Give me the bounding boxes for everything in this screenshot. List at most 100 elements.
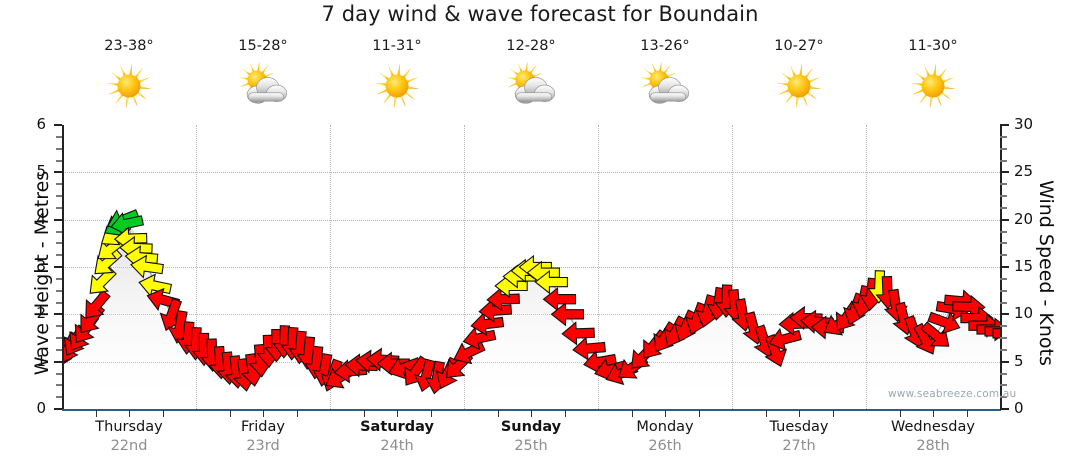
bottom-axis-tick	[363, 410, 365, 417]
curve-shadow	[68, 226, 1000, 409]
wind-arrow	[542, 287, 577, 312]
left-axis-minor-tick	[56, 348, 62, 351]
left-axis-minor-tick	[56, 183, 62, 186]
left-axis-tick	[54, 124, 62, 126]
partly-cloudy-icon	[238, 61, 288, 104]
bottom-axis-tick	[564, 410, 566, 417]
day-temperature-range: 23-38°	[104, 38, 154, 54]
right-axis-tick	[1000, 171, 1009, 174]
day-divider-gridline	[330, 125, 331, 409]
left-axis-tick	[54, 218, 62, 221]
right-axis-minor-tick	[1000, 384, 1007, 387]
day-header-wednesday: 11-30°	[866, 36, 1000, 122]
horizontal-gridline	[62, 172, 1000, 174]
day-label-friday: Friday 23rd	[196, 418, 330, 468]
bottom-axis-tick	[765, 410, 767, 417]
right-axis-tick-label: 25	[1014, 162, 1034, 181]
wind-arrow	[913, 322, 937, 355]
day-name: Wednesday	[891, 419, 975, 435]
left-axis-minor-tick	[56, 195, 62, 197]
partly-cloudy-icon	[502, 57, 560, 115]
day-date: 24th	[380, 438, 414, 454]
day-temperature-range: 11-31°	[372, 38, 422, 54]
day-name: Tuesday	[769, 419, 829, 435]
wind-arrow	[534, 269, 568, 295]
left-axis-minor-tick	[56, 396, 62, 399]
left-axis-minor-tick	[56, 277, 62, 280]
right-axis-tick	[1000, 360, 1009, 363]
sunny-icon	[374, 63, 420, 109]
left-axis-tick	[54, 313, 62, 316]
sunny-icon	[106, 63, 152, 109]
wind-arrow	[952, 294, 986, 320]
wind-arrow	[478, 298, 513, 323]
wind-arrow	[572, 336, 606, 361]
day-footer-strip: Thursday 22nd Friday 23rd Saturday 24th Sunday…	[62, 418, 1000, 468]
left-axis-minor-tick	[56, 230, 62, 233]
day-label-monday: Monday 26th	[598, 418, 732, 468]
day-temperature-range: 13-26°	[640, 38, 690, 54]
right-axis-tick-label: 5	[1014, 351, 1024, 370]
day-date: 26th	[648, 438, 682, 454]
left-axis-minor-tick	[56, 135, 62, 138]
day-temperature-range: 11-30°	[908, 38, 958, 54]
partly-cloudy-icon	[234, 57, 292, 115]
day-divider-gridline	[866, 125, 867, 409]
bottom-axis-tick	[832, 410, 834, 417]
right-axis-minor-tick	[1000, 348, 1007, 351]
day-date: 22nd	[110, 438, 148, 454]
bottom-axis-tick	[899, 410, 901, 417]
wind-arrow	[695, 294, 719, 328]
day-header-saturday: 11-31°	[330, 36, 464, 122]
right-axis-minor-tick	[1000, 230, 1007, 233]
right-axis-minor-tick	[1000, 242, 1007, 245]
watermark: www.seabreeze.com.au	[888, 388, 1017, 400]
right-axis-tick	[1000, 313, 1009, 316]
day-header-thursday: 23-38°	[62, 36, 196, 122]
right-axis-tick	[1000, 408, 1009, 410]
day-header-tuesday: 10-27°	[732, 36, 866, 122]
left-axis-spine	[62, 125, 64, 410]
day-label-saturday: Saturday 24th	[330, 418, 464, 468]
wind-arrow	[486, 287, 520, 312]
left-axis-tick-label: 6	[36, 115, 46, 133]
wind-arrow	[920, 321, 950, 347]
right-axis-minor-tick	[1000, 396, 1007, 399]
partly-cloudy-icon	[640, 61, 690, 104]
right-axis-tick-label: 10	[1014, 304, 1034, 323]
right-axis-minor-tick	[1000, 372, 1007, 375]
day-header-strip: 23-38° 15-28° 11-31° 12-28°	[62, 36, 1000, 122]
bottom-axis-tick	[296, 410, 298, 417]
sunny-icon	[910, 63, 956, 109]
left-axis-tick	[54, 266, 62, 268]
left-axis-minor-tick	[56, 384, 62, 387]
right-axis-minor-tick	[1000, 206, 1007, 209]
wind-arrow	[992, 328, 1000, 339]
day-name: Monday	[636, 419, 694, 435]
left-axis-minor-tick	[56, 325, 62, 328]
right-axis-minor-tick	[1000, 325, 1007, 328]
horizontal-gridline	[62, 219, 1000, 221]
day-header-friday: 15-28°	[196, 36, 330, 122]
right-axis-tick	[1000, 266, 1009, 268]
day-divider-gridline	[598, 125, 599, 409]
left-axis-tick-label: 5	[36, 162, 46, 181]
sunny-icon	[770, 57, 828, 115]
day-temperature-range: 15-28°	[238, 38, 288, 54]
bottom-axis-tick	[497, 410, 499, 417]
left-axis-minor-tick	[56, 301, 62, 304]
wind-arrow	[550, 302, 585, 327]
right-axis-minor-tick	[1000, 147, 1007, 150]
plot-area	[62, 125, 1000, 409]
day-label-thursday: Thursday 22nd	[62, 418, 196, 468]
right-axis-minor-tick	[1000, 337, 1007, 339]
left-axis-tick	[54, 171, 62, 174]
left-axis-tick-label: 3	[36, 257, 46, 275]
partly-cloudy-icon	[506, 61, 556, 104]
left-axis-tick-label: 4	[36, 209, 46, 228]
left-axis-minor-tick	[56, 372, 62, 375]
right-axis-minor-tick	[1000, 159, 1007, 162]
right-axis-minor-tick	[1000, 183, 1007, 186]
day-header-monday: 13-26°	[598, 36, 732, 122]
